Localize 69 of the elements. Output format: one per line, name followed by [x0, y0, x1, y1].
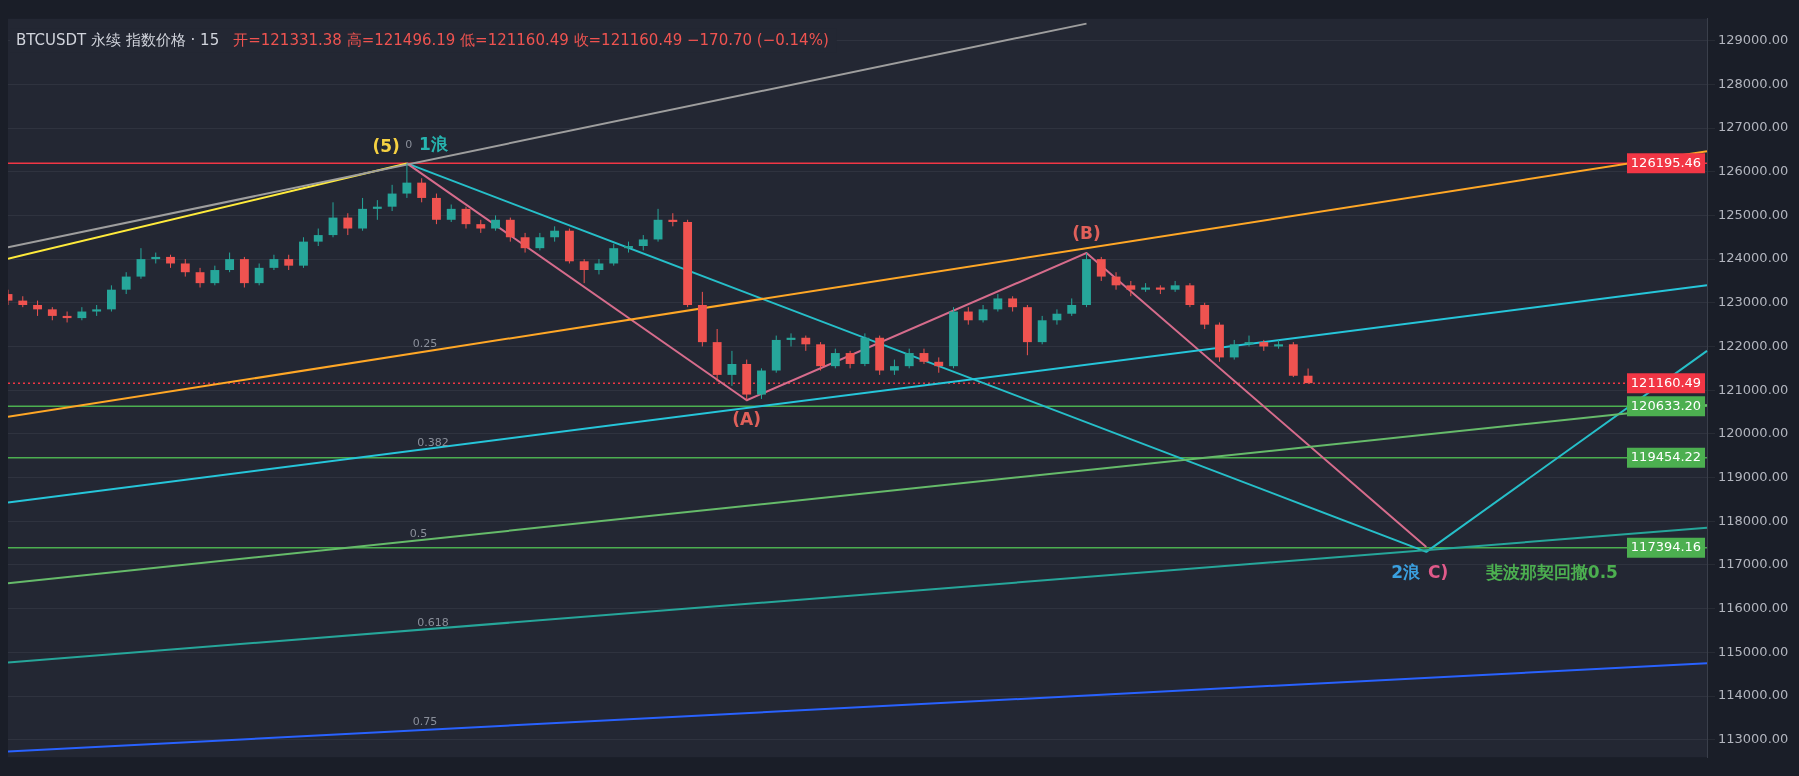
candlestick: [402, 162, 412, 199]
y-tick-label: 122000.00: [1718, 337, 1789, 353]
candlestick: [520, 232, 530, 254]
candlestick: [579, 258, 589, 284]
candlestick: [372, 199, 382, 221]
candlestick: [830, 348, 840, 369]
y-tick-label: 117000.00: [1718, 556, 1789, 572]
y-tick-label: 114000.00: [1718, 687, 1789, 703]
candlestick: [594, 258, 604, 275]
candlestick: [387, 184, 397, 212]
candlestick: [343, 212, 353, 236]
y-tick-label: 113000.00: [1718, 731, 1789, 747]
candlestick: [1170, 280, 1180, 293]
text: 开=121331.38 高=121496.19 低=121160.49 收=121160.49 −170.70 (−0.14%): [233, 30, 829, 49]
annotation: (B): [1072, 223, 1101, 244]
annotation: 0.5: [409, 527, 428, 540]
annotation: 0.382: [417, 435, 449, 449]
candlestick: [121, 271, 131, 295]
candlestick: [432, 193, 441, 225]
candlestick: [1185, 282, 1195, 308]
annotation: 0.75: [412, 714, 438, 728]
annotation: 0: [405, 138, 413, 152]
candlestick: [417, 177, 427, 203]
y-tick-label: 123000.00: [1718, 294, 1789, 310]
y-tick-label: 121000.00: [1718, 381, 1789, 397]
annotation: 0.618: [417, 615, 449, 629]
y-tick-label: 119000.00: [1718, 468, 1789, 484]
ref-line-label: 120633.20: [1630, 397, 1702, 413]
annotation: 2浪: [1391, 562, 1422, 583]
y-tick-label: 126000.00: [1718, 163, 1789, 179]
y-tick-label: 120000.00: [1718, 425, 1789, 441]
y-tick-label: 118000.00: [1718, 512, 1789, 528]
y-tick-label: 124000.00: [1718, 250, 1789, 266]
ref-line-label: 121160.49: [1630, 374, 1702, 390]
candlestick: [1200, 302, 1210, 330]
annotation: 斐波那契回撤0.5: [1485, 562, 1618, 583]
candlestick: [62, 311, 72, 323]
candlestick: [1303, 368, 1313, 384]
ref-line-label: 117394.16: [1630, 539, 1702, 555]
candlestick: [136, 247, 146, 280]
y-tick-label: 129000.00: [1718, 32, 1789, 48]
annotation: C): [1427, 562, 1449, 583]
text: BTCUSDT 永续 指数价格 · 15: [16, 30, 220, 49]
y-tick-label: 116000.00: [1718, 600, 1789, 616]
candlestick: [1229, 339, 1239, 361]
candlestick: [77, 306, 87, 321]
ref-line-label: 126195.46: [1630, 154, 1702, 170]
y-tick-label: 125000.00: [1718, 206, 1789, 222]
candlestick: [904, 348, 914, 369]
ref-line-label: 119454.22: [1630, 449, 1702, 465]
candlestick: [816, 341, 825, 372]
annotation: (A): [732, 409, 762, 430]
y-tick-label: 127000.00: [1718, 119, 1789, 135]
candlestick: [225, 252, 235, 273]
annotation: 1浪: [419, 133, 449, 154]
candlestick: [195, 267, 205, 289]
annotation: 0.25: [412, 336, 438, 350]
candlestick: [210, 265, 220, 286]
candlestick: [106, 284, 116, 313]
candlestick: [254, 262, 264, 286]
candlestick: [609, 243, 619, 267]
candlestick: [1037, 315, 1047, 345]
candlestick: [505, 217, 515, 243]
y-tick-label: 115000.00: [1718, 643, 1789, 659]
annotation: (5): [372, 136, 400, 157]
candlestick: [727, 350, 737, 387]
y-tick-label: 128000.00: [1718, 75, 1789, 91]
candlestick: [358, 197, 368, 232]
candlestick: [1096, 256, 1106, 282]
